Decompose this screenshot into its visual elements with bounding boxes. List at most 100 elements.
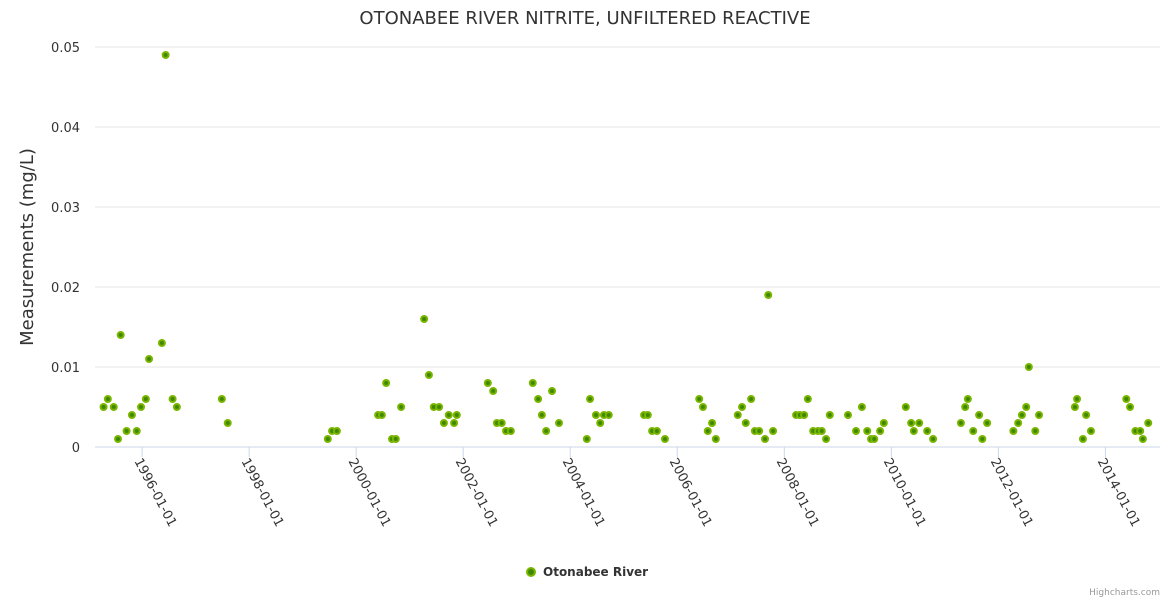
data-point[interactable] (132, 427, 141, 435)
data-point[interactable] (863, 427, 872, 435)
data-point[interactable] (172, 403, 181, 411)
data-point[interactable] (542, 427, 551, 435)
data-point[interactable] (901, 403, 910, 411)
data-point[interactable] (420, 315, 429, 323)
data-point[interactable] (741, 419, 750, 427)
data-point[interactable] (1070, 403, 1079, 411)
data-point[interactable] (1078, 435, 1087, 443)
data-point[interactable] (439, 419, 448, 427)
data-point[interactable] (582, 435, 591, 443)
data-point[interactable] (929, 435, 938, 443)
data-point[interactable] (963, 395, 972, 403)
data-point[interactable] (391, 435, 400, 443)
data-point[interactable] (876, 427, 885, 435)
data-point[interactable] (975, 411, 984, 419)
data-point[interactable] (1009, 427, 1018, 435)
data-point[interactable] (548, 387, 557, 395)
data-point[interactable] (1035, 411, 1044, 419)
data-point[interactable] (1014, 419, 1023, 427)
data-point[interactable] (397, 403, 406, 411)
data-point[interactable] (755, 427, 764, 435)
data-point[interactable] (537, 411, 546, 419)
data-point[interactable] (857, 403, 866, 411)
data-point[interactable] (652, 427, 661, 435)
data-point[interactable] (1122, 395, 1131, 403)
data-point[interactable] (223, 419, 232, 427)
data-point[interactable] (1138, 435, 1147, 443)
data-point[interactable] (1126, 403, 1135, 411)
data-point[interactable] (800, 411, 809, 419)
data-point[interactable] (141, 395, 150, 403)
data-point[interactable] (1136, 427, 1145, 435)
data-point[interactable] (1024, 363, 1033, 371)
data-point[interactable] (660, 435, 669, 443)
data-point[interactable] (923, 427, 932, 435)
data-point[interactable] (534, 395, 543, 403)
data-point[interactable] (157, 339, 166, 347)
data-point[interactable] (497, 419, 506, 427)
data-point[interactable] (711, 435, 720, 443)
data-point[interactable] (961, 403, 970, 411)
data-point[interactable] (99, 403, 108, 411)
data-point[interactable] (843, 411, 852, 419)
data-point[interactable] (114, 435, 123, 443)
data-point[interactable] (1086, 427, 1095, 435)
data-point[interactable] (591, 411, 600, 419)
data-point[interactable] (764, 291, 773, 299)
data-point[interactable] (870, 435, 879, 443)
data-point[interactable] (554, 419, 563, 427)
data-point[interactable] (983, 419, 992, 427)
data-point[interactable] (907, 419, 916, 427)
legend[interactable]: Otonabee River (526, 565, 648, 579)
data-point[interactable] (738, 403, 747, 411)
data-point[interactable] (1073, 395, 1082, 403)
data-point[interactable] (332, 427, 341, 435)
credits-link[interactable]: Highcharts.com (1089, 588, 1160, 598)
data-point[interactable] (424, 371, 433, 379)
data-point[interactable] (747, 395, 756, 403)
legend-item-otonabee-river[interactable]: Otonabee River (543, 565, 648, 579)
data-point[interactable] (489, 387, 498, 395)
data-point[interactable] (708, 419, 717, 427)
data-point[interactable] (452, 411, 461, 419)
data-point[interactable] (698, 403, 707, 411)
data-point[interactable] (761, 435, 770, 443)
data-point[interactable] (161, 51, 170, 59)
data-point[interactable] (822, 435, 831, 443)
data-point[interactable] (586, 395, 595, 403)
data-point[interactable] (217, 395, 226, 403)
data-point[interactable] (956, 419, 965, 427)
data-point[interactable] (528, 379, 537, 387)
data-point[interactable] (122, 427, 131, 435)
data-point[interactable] (604, 411, 613, 419)
data-point[interactable] (168, 395, 177, 403)
data-point[interactable] (483, 379, 492, 387)
data-point[interactable] (596, 419, 605, 427)
data-point[interactable] (803, 395, 812, 403)
data-point[interactable] (909, 427, 918, 435)
data-point[interactable] (769, 427, 778, 435)
data-point[interactable] (382, 379, 391, 387)
data-point[interactable] (323, 435, 332, 443)
data-point[interactable] (1022, 403, 1031, 411)
data-point[interactable] (103, 395, 112, 403)
data-point[interactable] (137, 403, 146, 411)
data-point[interactable] (145, 355, 154, 363)
data-point[interactable] (703, 427, 712, 435)
data-point[interactable] (852, 427, 861, 435)
data-point[interactable] (969, 427, 978, 435)
data-point[interactable] (879, 419, 888, 427)
data-point[interactable] (978, 435, 987, 443)
data-point[interactable] (825, 411, 834, 419)
data-point[interactable] (116, 331, 125, 339)
data-point[interactable] (127, 411, 136, 419)
data-point[interactable] (450, 419, 459, 427)
data-point[interactable] (643, 411, 652, 419)
data-point[interactable] (1144, 419, 1153, 427)
data-point[interactable] (733, 411, 742, 419)
data-point[interactable] (444, 411, 453, 419)
data-point[interactable] (1017, 411, 1026, 419)
data-point[interactable] (817, 427, 826, 435)
data-point[interactable] (1031, 427, 1040, 435)
data-point[interactable] (695, 395, 704, 403)
